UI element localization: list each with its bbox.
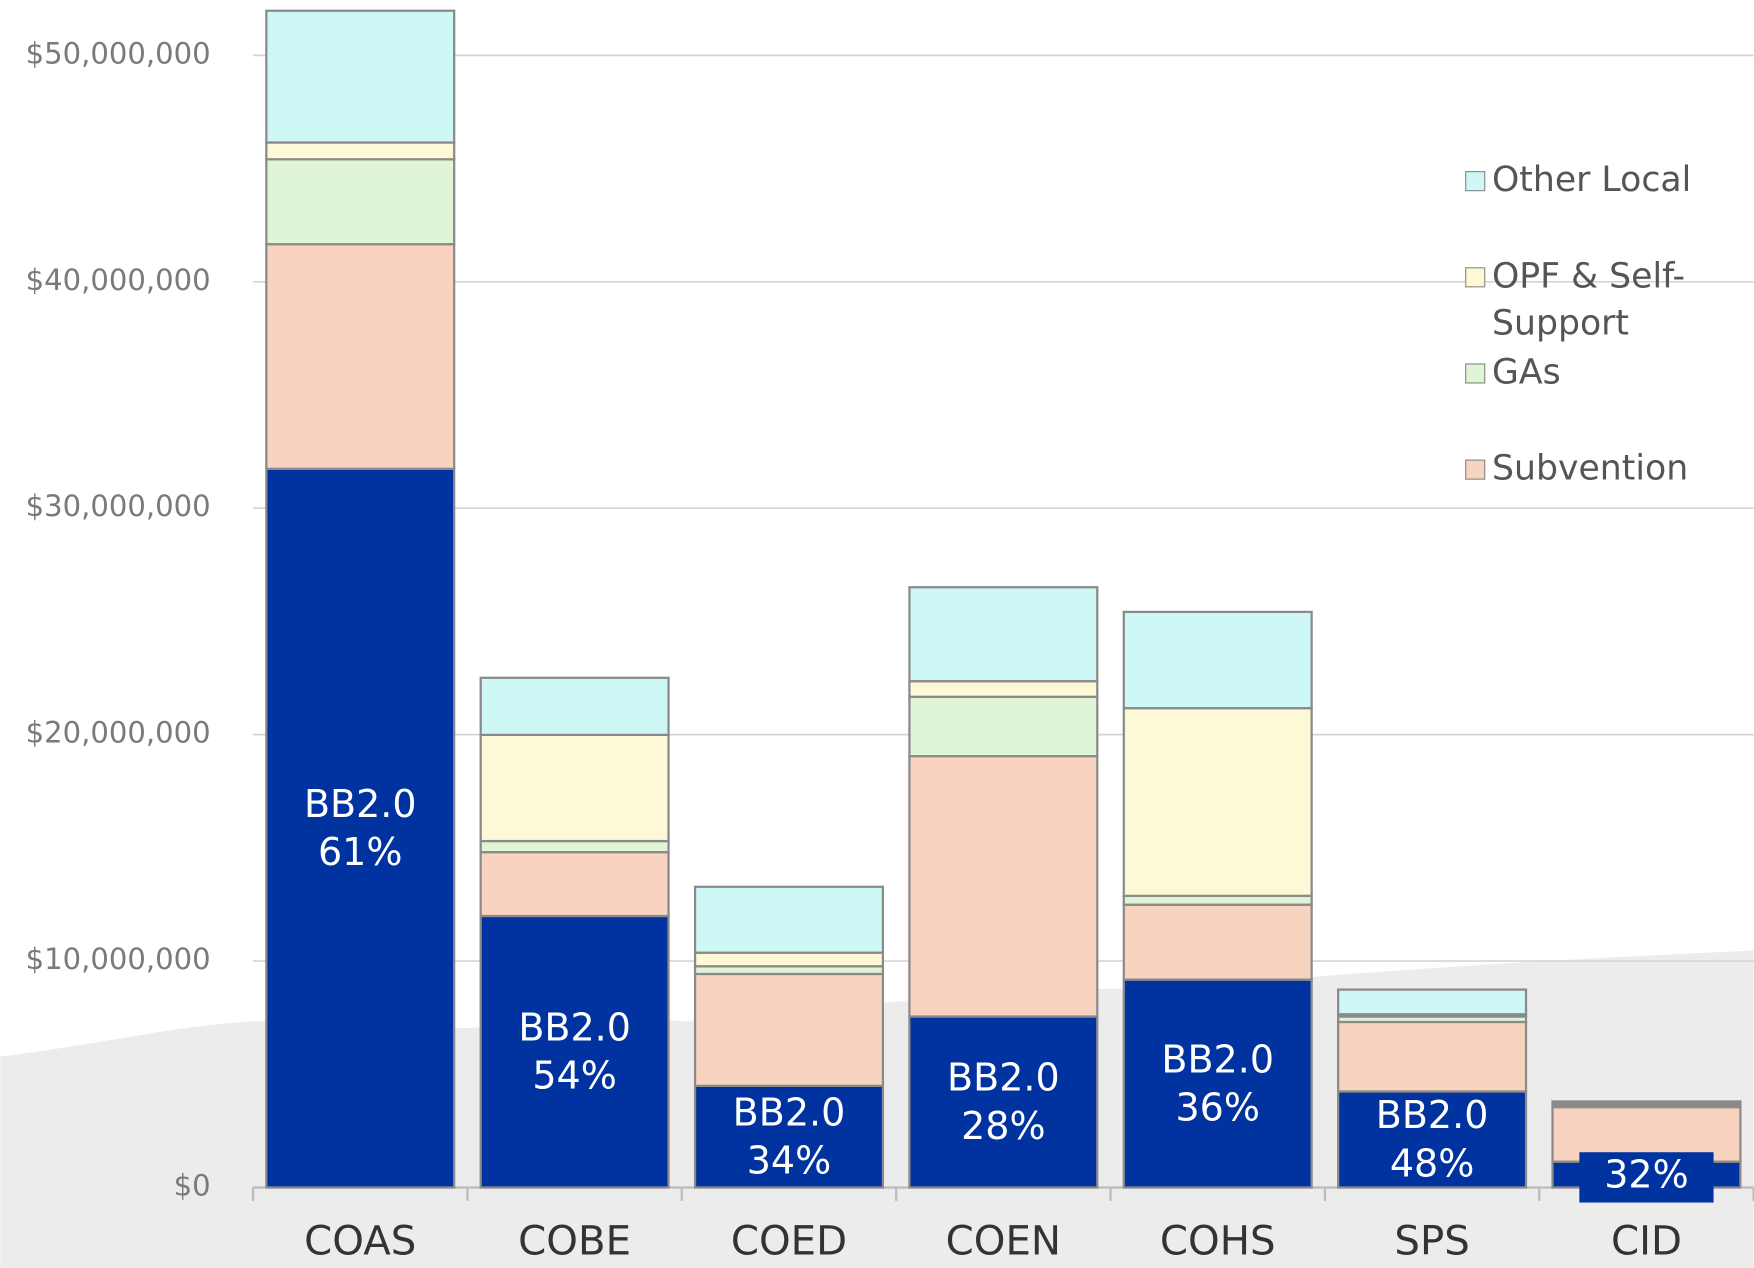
bar-label: 32% xyxy=(1604,1152,1688,1196)
bar-segment xyxy=(693,885,885,954)
bar-label: BB2.0 xyxy=(947,1056,1060,1100)
bar-segment xyxy=(1337,988,1528,1016)
bar-segment xyxy=(1122,707,1313,897)
y-tick-label: $20,000,000 xyxy=(26,716,211,750)
y-tick-label: $50,000,000 xyxy=(26,36,211,70)
legend-label: Other Local xyxy=(1491,159,1692,201)
legend-swatch xyxy=(1465,363,1486,384)
bar-segment xyxy=(1551,1100,1742,1105)
bar-segment xyxy=(908,755,1099,1018)
bar-segment xyxy=(479,914,670,1189)
legend-label: Subvention xyxy=(1491,448,1689,489)
bar-label: BB2.0 xyxy=(304,782,417,826)
label-box xyxy=(1579,1152,1714,1203)
bar-segment xyxy=(908,680,1099,698)
bar-label: BB2.0 xyxy=(1161,1037,1274,1081)
bar-label: 48% xyxy=(1390,1141,1474,1185)
bar-segment xyxy=(479,733,670,843)
bar-segment xyxy=(908,1015,1099,1189)
bar-label: 28% xyxy=(961,1104,1045,1148)
bar-segment xyxy=(693,972,885,1087)
bar-segment xyxy=(908,695,1099,758)
bar-segment xyxy=(265,158,456,246)
bar-segment xyxy=(265,9,456,144)
bar-label: 34% xyxy=(747,1138,831,1182)
y-tick-label: $40,000,000 xyxy=(26,263,211,297)
legend-box: Other Local OPF & Self-Support GAs Subventi… xyxy=(1454,157,1754,515)
legend: Other Local OPF & Self-Support GAs Subventi… xyxy=(1454,157,1754,515)
x-tick-label: SPS xyxy=(1394,1218,1469,1264)
legend-swatch xyxy=(1465,459,1486,480)
x-tick-label: CID xyxy=(1611,1218,1682,1264)
legend-swatch xyxy=(1465,267,1486,288)
legend-item: Other Local xyxy=(1454,157,1754,253)
bar-label: 36% xyxy=(1175,1085,1259,1129)
x-tick-label: COAS xyxy=(304,1218,416,1264)
x-tick-label: COHS xyxy=(1160,1218,1276,1264)
legend-label: OPF & Self-Support xyxy=(1491,256,1685,344)
bar-segment xyxy=(908,586,1099,683)
bar-label: BB2.0 xyxy=(733,1090,846,1134)
bar-segment xyxy=(265,467,456,1189)
bar-segment xyxy=(1122,894,1313,906)
bar-label: 54% xyxy=(532,1054,616,1098)
bar-segment xyxy=(479,676,670,736)
bar-segment xyxy=(265,243,456,470)
bar-segment xyxy=(265,141,456,161)
bar-segment xyxy=(479,851,670,918)
y-tick-label: $0 xyxy=(174,1168,211,1202)
legend-label: GAs xyxy=(1491,352,1561,393)
bar-segment xyxy=(1337,1020,1528,1093)
bar-segment xyxy=(1122,610,1313,710)
legend-item: OPF & Self-Support xyxy=(1454,253,1754,349)
bar-segment xyxy=(479,839,670,854)
bar-label: BB2.0 xyxy=(1376,1093,1489,1137)
legend-item: Subvention xyxy=(1454,445,1754,514)
y-tick-label: $30,000,000 xyxy=(26,489,211,523)
x-tick-label: COEN xyxy=(946,1218,1061,1264)
bar-segment xyxy=(693,951,885,968)
x-tick-label: COED xyxy=(731,1218,847,1264)
bar-segment xyxy=(1122,978,1313,1189)
label-box xyxy=(1364,1117,1500,1168)
bar-segment xyxy=(693,965,885,976)
bar-segment xyxy=(1122,903,1313,981)
x-tick-label: COBE xyxy=(518,1218,631,1264)
legend-swatch xyxy=(1465,171,1486,192)
bar-label: BB2.0 xyxy=(518,1005,631,1049)
bar-label: 61% xyxy=(318,830,402,874)
y-tick-label: $10,000,000 xyxy=(26,942,211,976)
bar-segment xyxy=(693,1084,885,1189)
plot-area: $0 $10,000,000 $20,000,000 $30,000,000 $40,0… xyxy=(26,9,1754,1264)
legend-item: GAs xyxy=(1454,349,1754,445)
